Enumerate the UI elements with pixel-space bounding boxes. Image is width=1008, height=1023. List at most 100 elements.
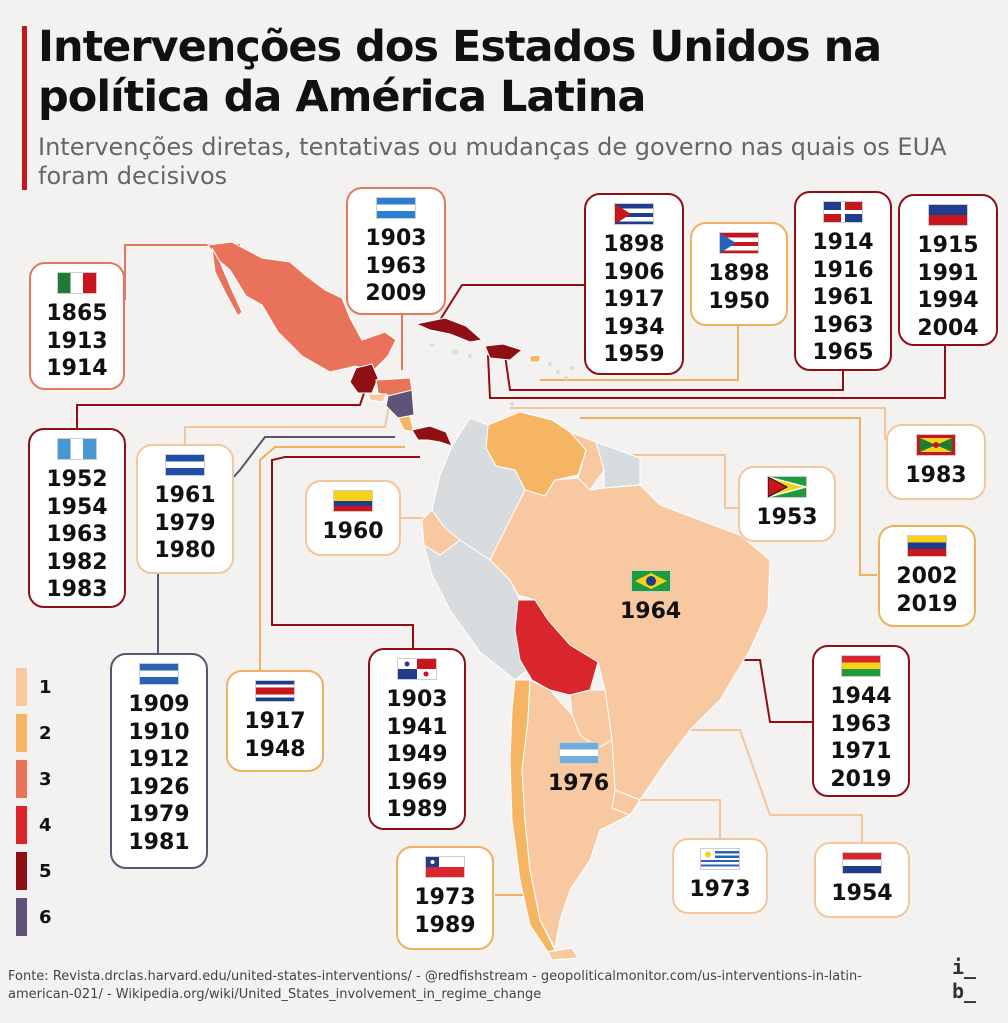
costa-rica-box: 1917 1948 [226, 670, 324, 772]
year: 1912 [128, 747, 190, 772]
haiti-flag-icon [928, 204, 968, 226]
connector-grenada [510, 407, 886, 440]
connector-cuba [439, 284, 585, 321]
baja-california-region [211, 247, 243, 317]
year: 1954 [46, 494, 108, 520]
legend-label: 3 [39, 768, 52, 790]
legend-label: 2 [39, 722, 52, 744]
honduras-box: 1903 1963 2009 [346, 187, 446, 315]
connector-el-salvador [184, 399, 391, 445]
year: 1916 [812, 257, 874, 283]
year: 2004 [917, 315, 979, 341]
connector-haiti [487, 345, 946, 399]
year: 1979 [128, 802, 190, 827]
puerto-rico-flag-icon [719, 232, 759, 254]
guatemala-box: 1952 1954 1963 1982 1983 [28, 428, 126, 608]
page-title: Intervenções dos Estados Unidos na polít… [38, 22, 882, 122]
mexico-box: 1865 1913 1914 [29, 262, 125, 390]
grenada-box: 1983 [886, 424, 986, 500]
year: 1989 [414, 912, 476, 938]
year: 1963 [46, 522, 108, 547]
year: 1971 [830, 739, 892, 764]
bolivia-box: 1944 1963 1971 2019 [812, 645, 910, 797]
paraguay-flag-icon [842, 852, 882, 874]
year: 1949 [386, 742, 448, 767]
year: 1898 [603, 232, 665, 257]
grenada-flag-icon [916, 434, 956, 456]
year: 1950 [708, 288, 770, 314]
argentina-region [521, 679, 641, 950]
year: 1903 [365, 226, 427, 251]
legend-item: 5 [16, 848, 52, 894]
year: 1969 [386, 769, 448, 795]
dominican-republic-flag-icon [823, 201, 863, 223]
year: 1989 [386, 797, 448, 822]
year: 1906 [603, 259, 665, 285]
year: 1960 [322, 519, 384, 544]
connector-mexico [124, 244, 240, 300]
ecuador-box: 1960 [305, 480, 401, 556]
legend-swatch [16, 714, 27, 752]
year: 1981 [128, 829, 190, 855]
year: 1963 [365, 253, 427, 279]
year: 1976 [548, 771, 610, 796]
puerto-rico-box: 1898 1950 [690, 222, 788, 326]
year: 1865 [46, 301, 108, 326]
year: 1915 [917, 233, 979, 258]
bolivia-flag-icon [841, 655, 881, 677]
year: 1964 [620, 599, 682, 624]
connector-dominican-republic [504, 354, 844, 391]
panama-box: 1903 1941 1949 1969 1989 [368, 648, 466, 830]
legend-item: 6 [16, 894, 52, 940]
year: 1917 [244, 709, 306, 734]
brazil-flag-icon [630, 570, 671, 592]
cuba-flag-icon [614, 203, 654, 225]
legend-item: 4 [16, 802, 52, 848]
uruguay-box: 1973 [672, 838, 768, 914]
year: 1973 [689, 877, 751, 902]
year: 1959 [603, 342, 665, 367]
ecuador-flag-icon [333, 490, 373, 512]
haiti-box: 1915 1991 1994 2004 [898, 194, 998, 346]
brazil-map-label: 1964 [620, 570, 681, 625]
guyana-flag-icon [767, 476, 807, 498]
year: 1952 [46, 467, 108, 492]
connector-puerto-rico [540, 325, 739, 381]
puerto-rico-region [529, 354, 541, 363]
legend-swatch [16, 806, 27, 844]
year: 1961 [812, 285, 874, 310]
year: 1973 [414, 885, 476, 910]
el-salvador-box: 1961 1979 1980 [136, 444, 234, 574]
costa-rica-flag-icon [255, 680, 295, 702]
honduras-flag-icon [376, 197, 416, 219]
connector-venezuela [580, 417, 877, 576]
mexico-region [207, 241, 397, 373]
year: 1961 [154, 483, 216, 508]
legend-label: 5 [39, 860, 52, 882]
nicaragua-box: 1909 1910 1912 1926 1979 1981 [110, 653, 208, 869]
year: 2002 [896, 564, 958, 589]
venezuela-flag-icon [907, 535, 947, 557]
year: 1948 [244, 736, 306, 762]
cuba-box: 1898 1906 1917 1934 1959 [584, 193, 684, 375]
caribbean-islands [430, 343, 574, 406]
dominican-republic-box: 1914 1916 1961 1963 1965 [794, 191, 892, 371]
uruguay-flag-icon [700, 848, 740, 870]
guatemala-flag-icon [57, 438, 97, 460]
year: 1914 [812, 230, 874, 255]
source-footnote: Fonte: Revista.drclas.harvard.edu/united… [8, 969, 862, 1002]
year: 1979 [154, 510, 216, 536]
connector-paraguay [640, 729, 863, 842]
year: 1953 [756, 505, 818, 530]
legend-swatch [16, 760, 27, 798]
year: 1944 [830, 684, 892, 709]
year: 1898 [708, 261, 770, 286]
hispaniola-region [484, 343, 524, 361]
venezuela-box: 2002 2019 [878, 525, 976, 627]
chile-box: 1973 1989 [396, 846, 494, 950]
year: 1963 [812, 312, 874, 338]
legend: 1 2 3 4 5 6 [16, 664, 52, 940]
year: 1963 [830, 711, 892, 737]
guatemala-region [349, 363, 379, 394]
year: 2019 [830, 766, 892, 792]
